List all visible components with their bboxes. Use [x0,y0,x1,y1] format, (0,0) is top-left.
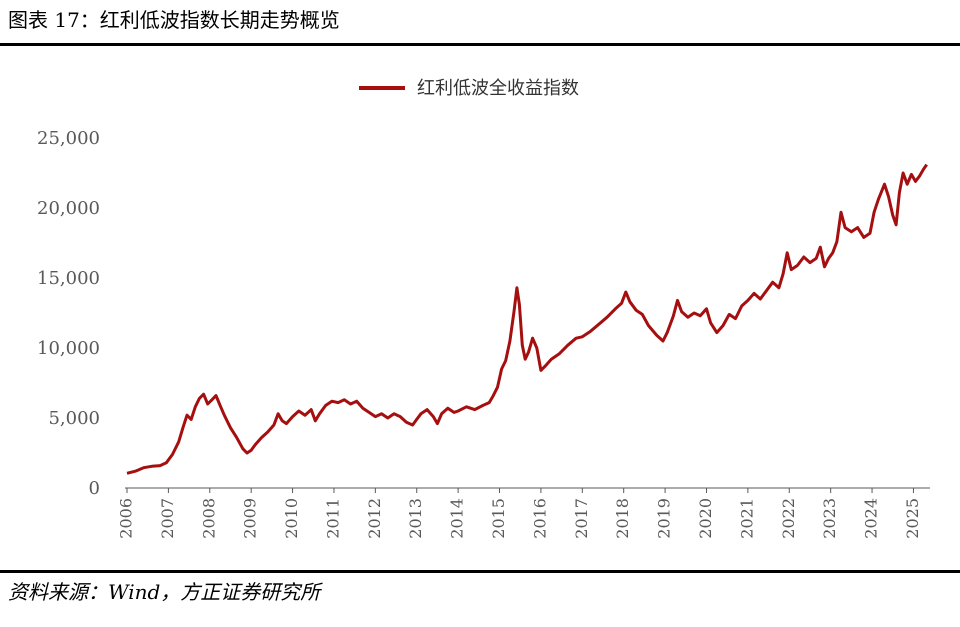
x-tick-label: 2011 [323,498,342,539]
source-note: 资料来源：Wind，方正证券研究所 [8,580,321,604]
series-line [126,163,928,475]
x-tick-label: 2021 [737,498,756,539]
x-tick-label: 2016 [530,498,549,539]
y-tick-label: 25,000 [37,128,100,149]
x-tick-label: 2010 [282,498,301,539]
x-tick-label: 2014 [448,498,467,539]
figure-title: 图表 17：红利低波指数长期走势概览 [8,8,340,32]
x-tick-label: 2015 [489,498,508,539]
title-divider [0,43,960,46]
y-tick-label: 0 [89,478,100,499]
x-tick-label: 2024 [862,498,881,539]
x-tick-label: 2013 [406,498,425,539]
x-tick-label: 2025 [903,498,922,539]
x-tick-label: 2012 [365,498,384,539]
y-tick-label: 20,000 [37,198,100,219]
legend-label: 红利低波全收益指数 [417,78,579,99]
chart-legend: 红利低波全收益指数 [359,78,579,99]
x-tick-label: 2019 [655,498,674,539]
y-axis: 0 5,000 10,000 15,000 20,000 25,000 [37,128,100,499]
x-tick-label: 2007 [158,498,177,539]
x-tick-label: 2009 [241,498,260,539]
x-tick-label: 2008 [199,498,218,539]
x-tick-label: 2017 [572,498,591,539]
y-tick-label: 10,000 [37,338,100,359]
x-tick-label: 2018 [613,498,632,539]
y-tick-label: 5,000 [48,408,100,429]
x-tick-label: 2020 [696,498,715,539]
plot-area [126,163,928,475]
x-tick-label: 2023 [820,498,839,539]
x-tick-label: 2022 [779,498,798,539]
y-tick-label: 15,000 [37,268,100,289]
footer-divider [0,570,960,573]
x-tick-label: 2006 [117,498,136,539]
x-axis: 2006 2007 2008 2009 2010 2011 2012 2013 2014 2015… [117,487,930,539]
